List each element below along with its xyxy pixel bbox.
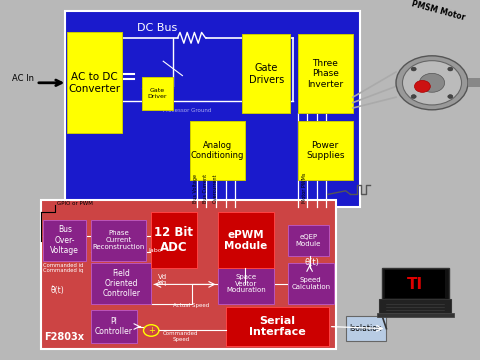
Circle shape — [420, 73, 444, 92]
Circle shape — [396, 56, 468, 110]
Text: PMSM Motor: PMSM Motor — [410, 0, 466, 22]
Text: Power
Supplies: Power Supplies — [306, 141, 345, 160]
Bar — [218, 212, 274, 268]
Text: Three
Phase
Inverter: Three Phase Inverter — [307, 59, 343, 89]
Text: Motor PWMs: Motor PWMs — [302, 173, 307, 203]
Text: Bus
Over-
Voltage: Bus Over- Voltage — [50, 225, 79, 255]
Text: Gate
Drivers: Gate Drivers — [249, 63, 284, 85]
Text: Analog
Conditioning: Analog Conditioning — [191, 141, 244, 160]
Bar — [41, 200, 336, 349]
Bar — [43, 220, 86, 261]
Text: GPIO or PWM: GPIO or PWM — [57, 201, 93, 206]
Text: θ(t): θ(t) — [305, 258, 320, 267]
Text: Bus Voltage: Bus Voltage — [193, 174, 198, 203]
Bar — [288, 225, 329, 256]
Bar — [142, 77, 173, 110]
Text: Phase
Current
Reconstruction: Phase Current Reconstruction — [93, 230, 145, 250]
Text: Speed
Calculation: Speed Calculation — [291, 277, 330, 290]
Text: θ̂(t): θ̂(t) — [50, 287, 64, 296]
Text: eQEP
Module: eQEP Module — [296, 234, 321, 247]
Text: Processor Ground: Processor Ground — [163, 108, 212, 113]
Bar — [385, 270, 445, 298]
Circle shape — [402, 60, 461, 105]
Circle shape — [411, 67, 416, 71]
Bar — [91, 310, 137, 343]
Text: 12 Bit
ADC: 12 Bit ADC — [155, 226, 193, 254]
Bar — [190, 121, 245, 180]
Text: Serial
Interface: Serial Interface — [249, 316, 306, 337]
Bar — [91, 263, 151, 304]
Bar — [379, 299, 451, 314]
Text: +: + — [148, 326, 155, 335]
Text: Actual Speed: Actual Speed — [173, 303, 209, 308]
Text: Gate
Driver: Gate Driver — [147, 88, 167, 99]
Circle shape — [448, 67, 453, 71]
Text: Vd: Vd — [157, 274, 167, 280]
Text: Space
Vector
Moduration: Space Vector Moduration — [226, 274, 266, 293]
Text: Isolation: Isolation — [349, 324, 383, 333]
Text: Bus Current: Bus Current — [203, 174, 208, 203]
Text: Commanded id: Commanded id — [43, 263, 84, 268]
Bar — [65, 11, 360, 207]
Text: Commanded iq: Commanded iq — [43, 268, 84, 273]
Bar — [67, 32, 122, 133]
Bar — [377, 313, 454, 317]
Text: AC to DC
Converter: AC to DC Converter — [69, 72, 121, 94]
Bar — [242, 34, 290, 113]
Bar — [288, 263, 334, 304]
Text: F2803x: F2803x — [44, 332, 84, 342]
Text: Overcurrent: Overcurrent — [213, 174, 217, 203]
Text: Commanded
Speed: Commanded Speed — [163, 332, 199, 342]
Bar — [382, 268, 449, 300]
Bar — [298, 34, 353, 113]
Bar — [226, 307, 329, 346]
Bar — [346, 316, 386, 341]
Circle shape — [414, 80, 430, 92]
Bar — [91, 220, 146, 261]
Bar — [218, 263, 274, 304]
Text: Iabc: Iabc — [149, 248, 162, 253]
Text: AC In: AC In — [12, 74, 34, 83]
Bar — [151, 212, 197, 268]
Bar — [468, 78, 480, 87]
Text: Field
Oriented
Controller: Field Oriented Controller — [102, 269, 140, 298]
Text: DC Bus: DC Bus — [137, 23, 177, 33]
Text: PI
Controller: PI Controller — [95, 317, 133, 336]
Circle shape — [448, 95, 453, 98]
Text: TI: TI — [407, 277, 423, 292]
Text: Vq: Vq — [157, 280, 167, 287]
Bar — [298, 121, 353, 180]
Text: ePWM
Module: ePWM Module — [224, 230, 268, 251]
Circle shape — [411, 95, 416, 98]
